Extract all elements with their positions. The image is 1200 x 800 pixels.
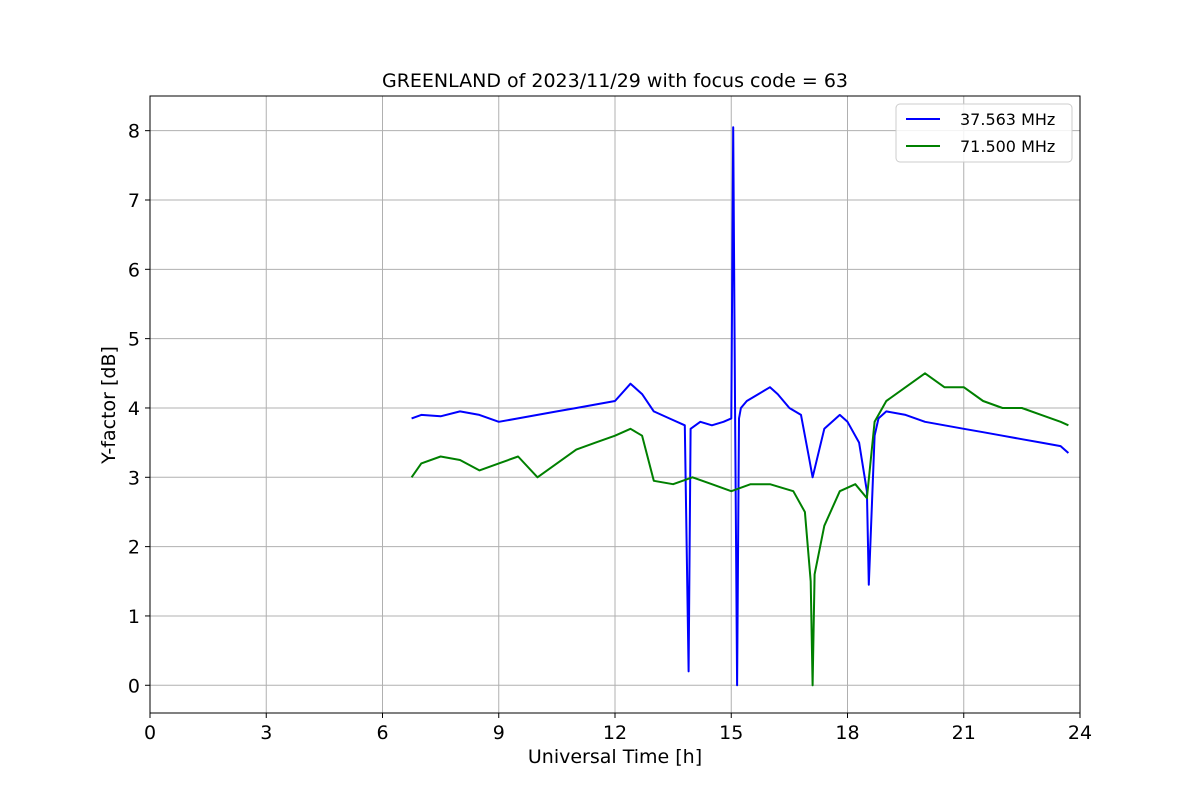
y-tick-label: 2 bbox=[128, 537, 140, 559]
plot-area bbox=[410, 126, 1070, 687]
legend-entry-37-563: 37.563 MHz bbox=[960, 110, 1055, 129]
x-tick-label: 6 bbox=[376, 722, 388, 744]
y-tick-label: 1 bbox=[128, 606, 140, 628]
x-axis-label: Universal Time [h] bbox=[528, 746, 702, 768]
x-tick-label: 24 bbox=[1068, 722, 1092, 744]
series-line-71-500-mhz bbox=[410, 372, 1069, 687]
y-axis: 0 1 2 3 4 5 6 7 8 bbox=[128, 121, 150, 697]
y-tick-label: 7 bbox=[128, 190, 140, 212]
x-axis: 0 3 6 9 12 15 18 21 24 bbox=[144, 713, 1092, 744]
x-tick-label: 15 bbox=[719, 722, 743, 744]
y-tick-label: 5 bbox=[128, 329, 140, 351]
chart-title: GREENLAND of 2023/11/29 with focus code … bbox=[382, 70, 848, 92]
legend: 37.563 MHz 71.500 MHz bbox=[895, 103, 1073, 163]
x-tick-label: 9 bbox=[493, 722, 505, 744]
y-tick-label: 3 bbox=[128, 467, 140, 489]
x-tick-label: 0 bbox=[144, 722, 156, 744]
x-tick-label: 12 bbox=[603, 722, 627, 744]
legend-entry-71-500: 71.500 MHz bbox=[960, 137, 1055, 156]
series-line-37-563-mhz bbox=[411, 126, 1070, 687]
y-axis-label: Y-factor [dB] bbox=[98, 346, 120, 465]
x-tick-label: 18 bbox=[835, 722, 859, 744]
y-tick-label: 6 bbox=[128, 259, 140, 281]
grid bbox=[149, 96, 1081, 713]
y-tick-label: 4 bbox=[128, 398, 140, 420]
x-tick-label: 3 bbox=[260, 722, 272, 744]
y-tick-label: 8 bbox=[128, 121, 140, 143]
x-tick-label: 21 bbox=[952, 722, 976, 744]
y-tick-label: 0 bbox=[128, 675, 140, 697]
